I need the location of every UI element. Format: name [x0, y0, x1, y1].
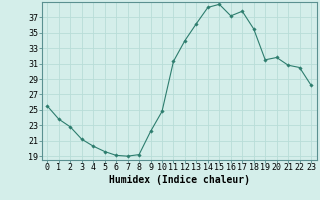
X-axis label: Humidex (Indice chaleur): Humidex (Indice chaleur): [109, 175, 250, 185]
